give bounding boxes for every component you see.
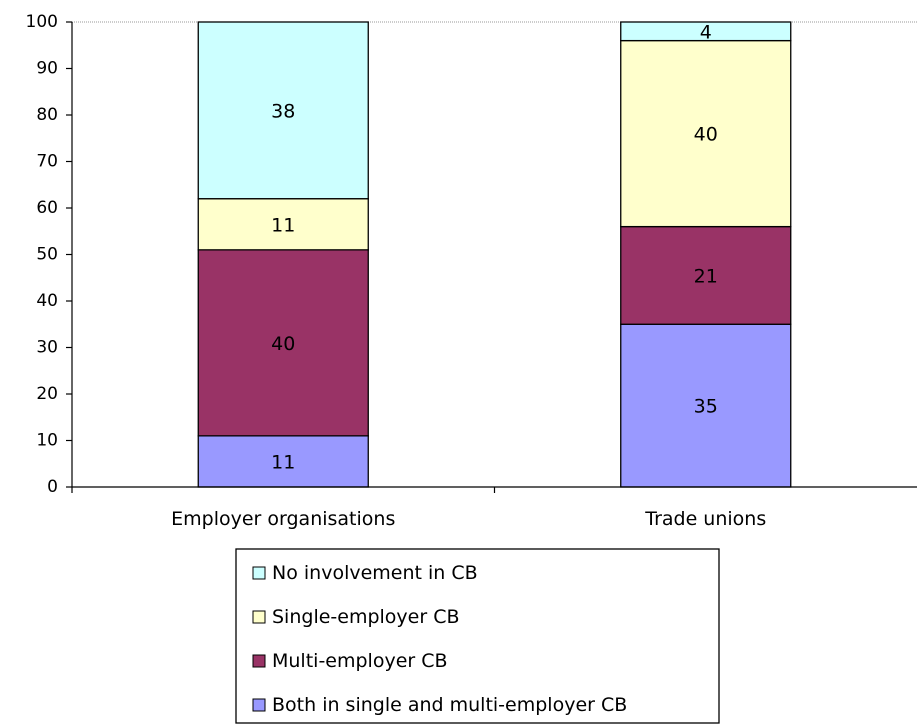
y-tick-label: 80 — [36, 105, 58, 125]
x-category-label: Trade unions — [644, 508, 766, 530]
bar-segment — [620, 39, 792, 228]
data-label: 40 — [271, 333, 295, 355]
bar-segment — [620, 225, 792, 325]
y-tick-label: 90 — [36, 59, 58, 79]
data-label: 40 — [694, 124, 718, 146]
legend-swatch — [252, 566, 266, 580]
legend-label: Both in single and multi-employer CB — [272, 694, 627, 716]
y-tick-label: 70 — [36, 152, 58, 172]
data-label: 21 — [694, 265, 718, 287]
data-label: 4 — [700, 21, 712, 43]
y-tick-label: 0 — [47, 477, 58, 497]
y-tick-label: 40 — [36, 291, 58, 311]
y-tick-label: 30 — [36, 338, 58, 358]
legend-label: Multi-employer CB — [272, 650, 448, 672]
data-label: 11 — [271, 451, 295, 473]
legend-swatch — [252, 654, 266, 668]
x-category-label: Employer organisations — [171, 508, 395, 530]
y-tick-label: 10 — [36, 431, 58, 451]
data-label: 35 — [694, 396, 718, 418]
legend: No involvement in CB Single-employer CB Mu… — [235, 548, 720, 724]
legend-swatch — [252, 610, 266, 624]
data-label: 11 — [271, 214, 295, 236]
plot-area: 0 10 20 30 40 50 60 70 80 90 100 11 40 11 38 Employer o… — [26, 12, 917, 530]
y-tick-label: 100 — [26, 12, 58, 32]
y-tick-label: 50 — [36, 245, 58, 265]
bar-segment — [620, 323, 792, 488]
bar-segment — [197, 198, 369, 251]
legend-swatch — [252, 698, 266, 712]
bar-segment — [197, 249, 369, 437]
y-tick-label: 20 — [36, 384, 58, 404]
legend-box — [235, 548, 720, 724]
bar-segment — [197, 435, 369, 488]
bar-segment — [197, 21, 369, 200]
y-tick-label: 60 — [36, 198, 58, 218]
bar-segment — [620, 21, 792, 42]
legend-label: Single-employer CB — [272, 606, 460, 628]
legend-label: No involvement in CB — [272, 562, 478, 584]
data-label: 38 — [271, 100, 295, 122]
